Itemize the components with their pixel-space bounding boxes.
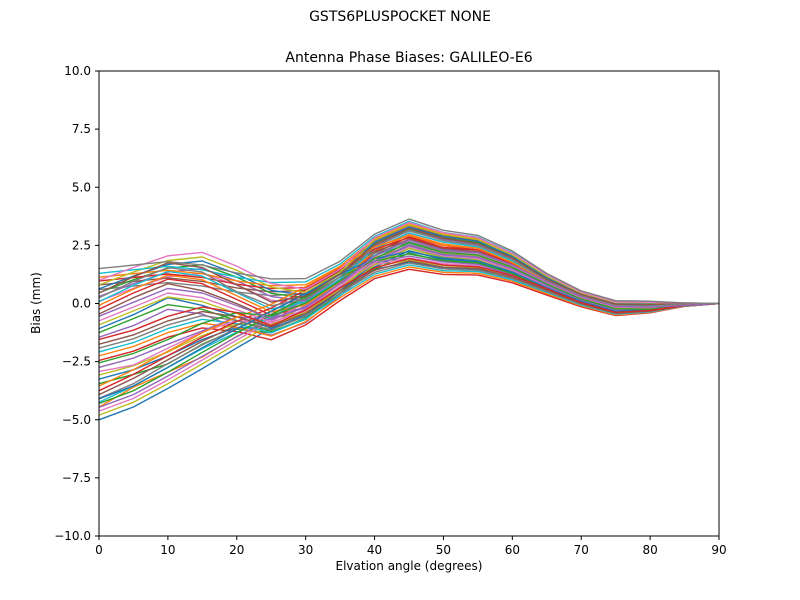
x-tick-label: 60 bbox=[505, 543, 520, 557]
x-tick-label: 70 bbox=[574, 543, 589, 557]
series-line bbox=[99, 257, 719, 341]
y-axis-label: Bias (mm) bbox=[29, 272, 43, 334]
x-tick-label: 30 bbox=[298, 543, 313, 557]
series-line bbox=[99, 262, 719, 349]
series-line bbox=[99, 260, 719, 345]
axes-title: Antenna Phase Biases: GALILEO-E6 bbox=[285, 50, 533, 66]
series-line bbox=[99, 239, 719, 320]
series-line bbox=[99, 221, 719, 305]
series-line bbox=[99, 241, 719, 364]
x-tick-label: 80 bbox=[642, 543, 657, 557]
x-tick-label: 10 bbox=[160, 543, 175, 557]
y-tick-label: −7.5 bbox=[62, 471, 91, 485]
x-tick-label: 50 bbox=[436, 543, 451, 557]
x-tick-label: 20 bbox=[229, 543, 244, 557]
x-tick-label: 40 bbox=[367, 543, 382, 557]
x-tick-label: 90 bbox=[711, 543, 726, 557]
y-tick-label: 10.0 bbox=[64, 64, 91, 78]
y-tick-label: 5.0 bbox=[72, 180, 91, 194]
y-tick-label: −2.5 bbox=[62, 355, 91, 369]
series-line bbox=[99, 250, 719, 400]
x-tick-label: 0 bbox=[95, 543, 103, 557]
y-tick-label: −10.0 bbox=[54, 529, 91, 543]
y-tick-label: −5.0 bbox=[62, 413, 91, 427]
x-axis-label: Elvation angle (degrees) bbox=[335, 559, 483, 573]
y-tick-label: 0.0 bbox=[72, 297, 91, 311]
y-tick-label: 2.5 bbox=[72, 238, 91, 252]
figure-title: GSTS6PLUSPOCKET NONE bbox=[309, 9, 491, 25]
series-line bbox=[99, 218, 719, 305]
series-line bbox=[99, 268, 719, 362]
y-tick-label: 7.5 bbox=[72, 122, 91, 136]
series-line bbox=[99, 232, 719, 310]
series-line bbox=[99, 227, 719, 306]
